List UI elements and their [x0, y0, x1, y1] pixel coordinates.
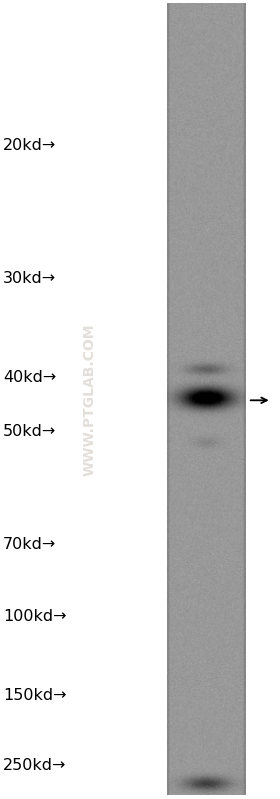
- Text: WWW.PTGLAB.COM: WWW.PTGLAB.COM: [83, 324, 97, 475]
- Text: 70kd→: 70kd→: [3, 538, 56, 552]
- Text: 30kd→: 30kd→: [3, 271, 56, 285]
- Text: 20kd→: 20kd→: [3, 138, 56, 153]
- Text: 250kd→: 250kd→: [3, 758, 66, 773]
- Text: 100kd→: 100kd→: [3, 610, 66, 624]
- Text: 50kd→: 50kd→: [3, 424, 56, 439]
- Text: 150kd→: 150kd→: [3, 688, 66, 702]
- Text: 40kd→: 40kd→: [3, 370, 56, 384]
